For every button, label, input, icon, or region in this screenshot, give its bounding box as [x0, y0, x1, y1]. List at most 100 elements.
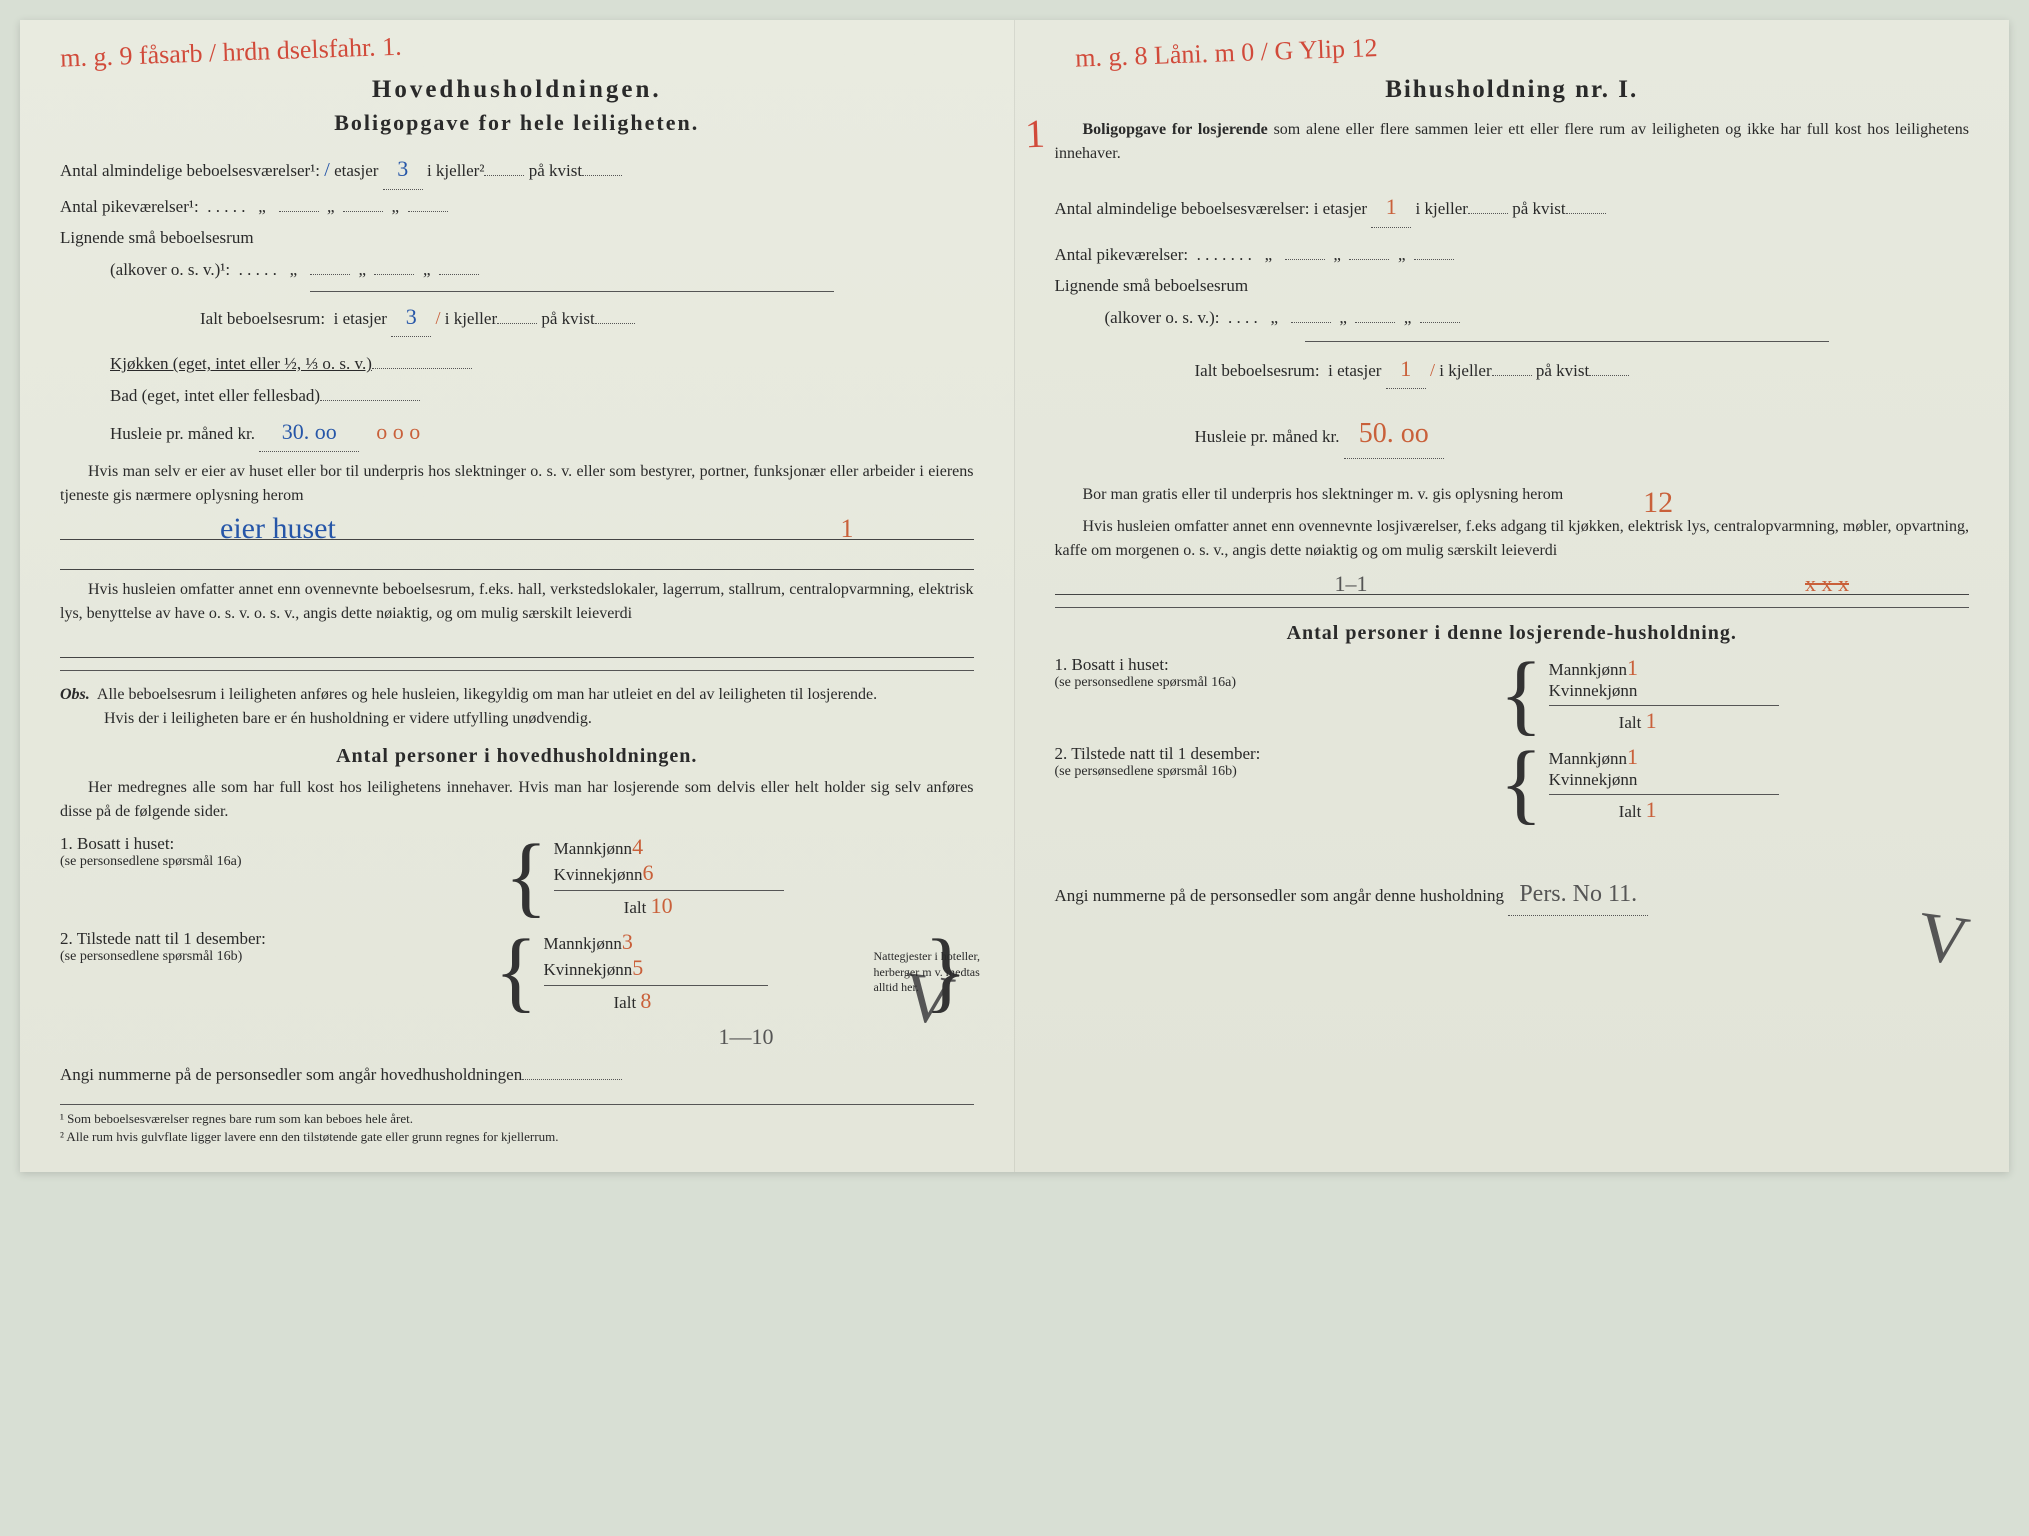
q2-mann-val-r: 1: [1627, 744, 1638, 769]
brace-icon-r2: {: [1493, 746, 1548, 823]
hand-dash: 1–1: [1335, 571, 1368, 597]
rooms-line: Antal almindelige beboelsesværelser¹: / …: [60, 150, 974, 190]
q2-sub-r: (se persønsedlene spørsmål 16b): [1055, 764, 1494, 780]
alkover-line-r: (alkover o. s. v.): . . . . „ „ „: [1055, 303, 1970, 333]
etasjer-value-r: 1: [1371, 188, 1411, 228]
brace-icon-r1: {: [1493, 657, 1548, 734]
kjeller-label-r: i kjeller: [1416, 199, 1468, 218]
husleie-value2: o o o: [376, 419, 420, 444]
q1-kvinne-val: 6: [642, 860, 653, 885]
ialt-line: Ialt beboelsesrum: i etasjer 3 / i kjell…: [60, 298, 974, 338]
husleie-value-r: 50. oo: [1344, 409, 1444, 459]
intro-para: Boligopgave for losjerende Boligopgave f…: [1055, 118, 1970, 166]
q1-ialt-val: 10: [651, 893, 673, 918]
q1-sub-r: (se personsedlene spørsmål 16a): [1055, 675, 1494, 691]
kvist-label-r: på kvist: [1512, 199, 1565, 218]
q2-label-r: 2. Tilstede natt til 1 desember:: [1055, 744, 1494, 764]
brace-icon-2: {: [488, 934, 543, 1011]
rooms-label: Antal almindelige beboelsesværelser¹:: [60, 161, 320, 180]
lignende-label: Lignende små beboelsesrum: [60, 223, 974, 253]
divider-r1: [1055, 607, 1970, 608]
footnote-1: ¹ Som beboelsesværelser regnes bare rum …: [60, 1111, 974, 1127]
angi-line-r: Angi nummerne på de personsedler som ang…: [1055, 873, 1970, 916]
etasjer-label: etasjer: [334, 161, 378, 180]
bad-line: Bad (eget, intet eller fellesbad): [60, 381, 974, 411]
kjokken-label: Kjøkken (eget, intet eller ½, ⅓ o. s. v.…: [110, 354, 372, 373]
q1-row-r: 1. Bosatt i huset: (se personsedlene spø…: [1055, 655, 1970, 734]
alkover-label-r: (alkover o. s. v.):: [1105, 308, 1220, 327]
angi-hand-r: Pers. No 11.: [1508, 873, 1648, 916]
q2-mann-val: 3: [622, 929, 633, 954]
slash-mark: /: [324, 159, 330, 181]
section-heading: Antal personer i hovedhusholdningen.: [60, 745, 974, 768]
para-gratis: Bor man gratis eller til underpris hos s…: [1055, 483, 1970, 507]
ialt-label-r: Ialt beboelsesrum:: [1195, 361, 1320, 380]
rooms-label-r: Antal almindelige beboelsesværelser:: [1055, 199, 1310, 218]
brace-icon: {: [498, 839, 553, 916]
kjokken-line: Kjøkken (eget, intet eller ½, ⅓ o. s. v.…: [60, 349, 974, 379]
ialt-line-r: Ialt beboelsesrum: i etasjer 1 / i kjell…: [1055, 350, 1970, 390]
q1-ialt-val-r: 1: [1646, 708, 1657, 733]
hand-tick: 1: [841, 514, 854, 544]
alkover-line: (alkover o. s. v.)¹: . . . . . „ „ „: [60, 255, 974, 285]
q1-sub: (se personsedlene spørsmål 16a): [60, 854, 498, 870]
q2-label: 2. Tilstede natt til 1 desember:: [60, 929, 488, 949]
page-title-r: Bihusholdning nr. I.: [1055, 76, 1970, 104]
side-note: Nattegjester i hoteller, herberger m v. …: [874, 949, 984, 996]
fill-line-2: [60, 546, 974, 570]
fill-line-1: eier huset 1: [60, 516, 974, 540]
lignende-label-r: Lignende små beboelsesrum: [1055, 271, 1970, 301]
fill-line-3: [60, 634, 974, 658]
para-husleie-r: Hvis husleien omfatter annet enn ovennev…: [1055, 515, 1970, 563]
page-title: Hovedhusholdningen.: [60, 76, 974, 104]
pike-label: Antal pikeværelser¹:: [60, 197, 199, 216]
check-mark-r: V: [1913, 897, 1974, 983]
footnote-2: ² Alle rum hvis gulvflate ligger lavere …: [60, 1129, 974, 1145]
hand-eier: eier huset: [220, 512, 336, 546]
kjeller-label: i kjeller²: [427, 161, 485, 180]
husleie-line: Husleie pr. måned kr. 30. oo o o o: [60, 413, 974, 453]
etasjer-label-r: i etasjer: [1314, 199, 1367, 218]
husleie-line-r: Husleie pr. måned kr. 50. oo: [1055, 409, 1970, 459]
q1-label-r: 1. Bosatt i huset:: [1055, 655, 1494, 675]
footnotes: ¹ Som beboelsesværelser regnes bare rum …: [60, 1104, 974, 1145]
pike-label-r: Antal pikeværelser:: [1055, 245, 1189, 264]
rooms-line-r: Antal almindelige beboelsesværelser: i e…: [1055, 188, 1970, 228]
kjeller-blank: [484, 175, 524, 176]
range-hand: 1—10: [719, 1024, 774, 1049]
section-para: Her medregnes alle som har full kost hos…: [60, 776, 974, 824]
divider-1: [60, 670, 974, 671]
angi-line: Angi nummerne på de personsedler som ang…: [60, 1060, 974, 1090]
husleie-label-r: Husleie pr. måned kr.: [1195, 427, 1340, 446]
q1-row: 1. Bosatt i huset: (se personsedlene spø…: [60, 834, 974, 919]
q1-mann-val: 4: [632, 834, 643, 859]
obs-label: Obs.: [60, 686, 90, 703]
kvist-blank: [582, 175, 622, 176]
document-spread: m. g. 9 fåsarb / hrdn dselsfahr. 1. Hove…: [20, 20, 2009, 1172]
obs-block: Obs. Alle beboelsesrum i leiligheten anf…: [60, 683, 974, 731]
kvist-label: på kvist: [529, 161, 582, 180]
ialt-etasjer-value-r: 1: [1386, 350, 1426, 390]
pike-line: Antal pikeværelser¹: . . . . . „ „ „: [60, 192, 974, 222]
alkover-label: (alkover o. s. v.)¹:: [110, 260, 230, 279]
ialt-label: Ialt beboelsesrum:: [200, 309, 325, 328]
q2-sub: (se personsedlene spørsmål 16b): [60, 949, 488, 965]
q2-kvinne-val: 5: [632, 955, 643, 980]
q2-row: 2. Tilstede natt til 1 desember: (se per…: [60, 929, 974, 1014]
fill-line-r1: 1–1 x x x: [1055, 571, 1970, 595]
q1-mann-val-r: 1: [1627, 655, 1638, 680]
hand-xxx: x x x: [1805, 571, 1849, 597]
ialt-etasjer-value: 3: [391, 298, 431, 338]
pike-line-r: Antal pikeværelser: . . . . . . . „ „ „: [1055, 240, 1970, 270]
section-heading-r: Antal personer i denne losjerende-hushol…: [1055, 622, 1970, 645]
big-mark: 1: [1024, 110, 1046, 158]
q2-row-r: 2. Tilstede natt til 1 desember: (se per…: [1055, 744, 1970, 823]
etasjer-value: 3: [383, 150, 423, 190]
right-page: m. g. 8 Låni. m 0 / G Ylip 12 1 Bihushol…: [1015, 20, 2010, 1172]
left-page: m. g. 9 fåsarb / hrdn dselsfahr. 1. Hove…: [20, 20, 1015, 1172]
q2-ialt-val: 8: [640, 988, 651, 1013]
para-husleie: Hvis husleien omfatter annet enn ovennev…: [60, 578, 974, 626]
husleie-label: Husleie pr. måned kr.: [110, 424, 255, 443]
page-subtitle: Boligopgave for hele leiligheten.: [60, 110, 974, 136]
q2-ialt-val-r: 1: [1646, 797, 1657, 822]
